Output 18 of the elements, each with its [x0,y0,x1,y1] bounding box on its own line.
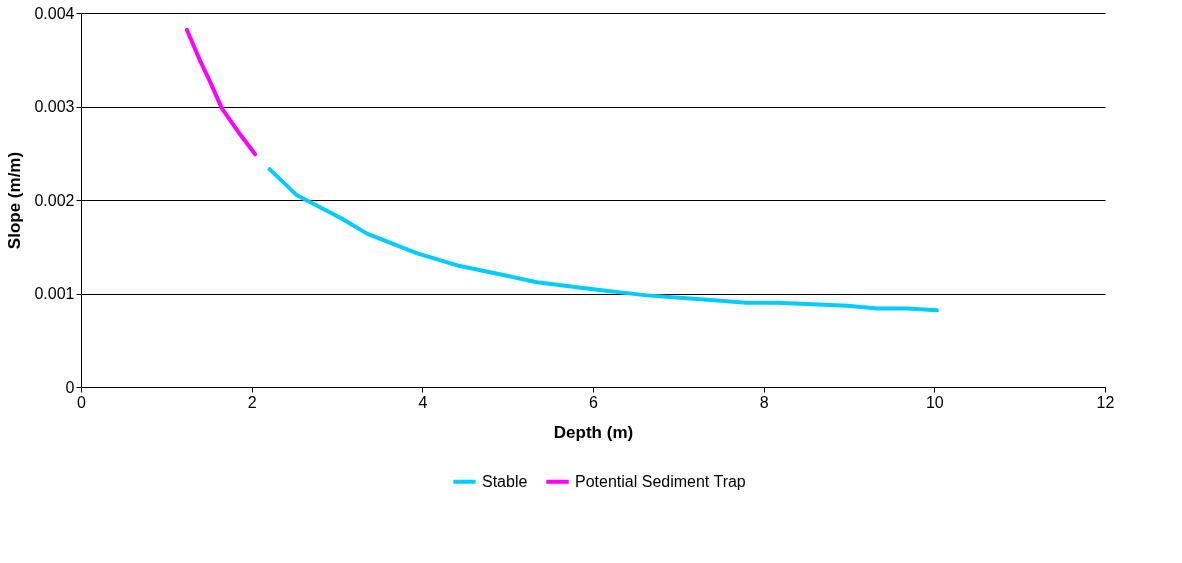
x-tick-label: 2 [247,393,257,411]
x-tick-label: 12 [1096,393,1115,411]
line-series [184,27,258,157]
y-tick-label: 0.001 [34,285,75,302]
y-axis-title: Slope (m/m) [5,151,25,250]
y-tick-label: 0.002 [34,191,75,209]
y-tick-label: 0 [65,378,75,396]
x-tick-label: 6 [589,393,599,411]
x-tick-label: 4 [418,393,428,411]
x-axis-title: Depth (m) [553,422,634,442]
legend-label: Potential Sediment Trap [575,472,746,490]
x-tick-label: 0 [77,393,87,411]
legend-label: Stable [482,472,528,490]
x-tick-label: 8 [759,393,769,411]
line-series [267,167,939,313]
y-tick-label: 0.003 [34,98,75,115]
y-tick-label: 0.004 [34,4,75,22]
x-tick-label: 10 [925,393,944,411]
